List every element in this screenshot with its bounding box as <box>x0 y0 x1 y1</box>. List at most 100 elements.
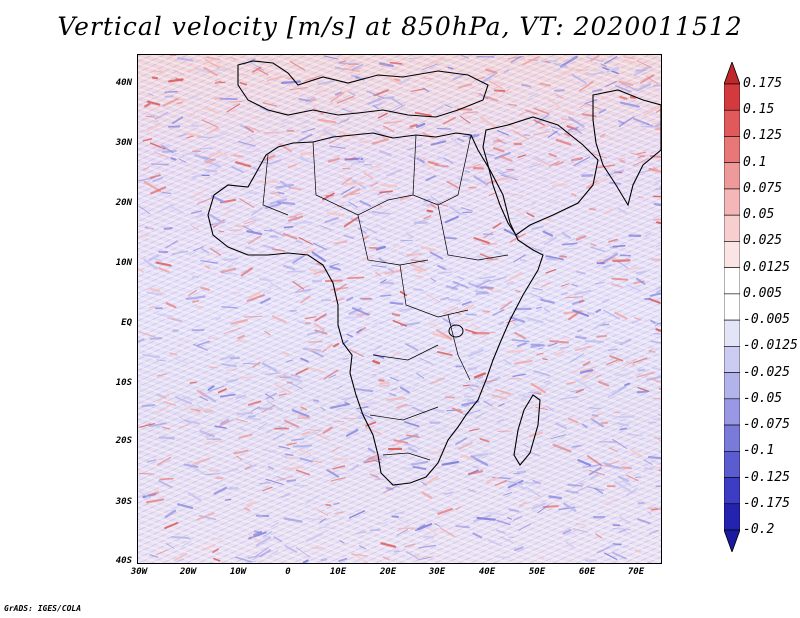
downdraft-streak <box>418 219 430 223</box>
lat-label-20n: 20N <box>115 198 132 208</box>
downdraft-streak <box>605 80 618 87</box>
updraft-streak <box>500 390 515 395</box>
downdraft-streak <box>496 129 510 136</box>
updraft-streak <box>145 498 165 504</box>
colorbar-segment <box>724 241 740 268</box>
downdraft-streak <box>618 528 627 533</box>
downdraft-streak <box>524 450 541 457</box>
downdraft-streak <box>146 291 163 296</box>
updraft-streak <box>444 396 456 399</box>
updraft-streak <box>274 192 284 199</box>
downdraft-streak <box>213 486 228 495</box>
updraft-streak <box>163 401 177 406</box>
updraft-streak <box>599 133 606 138</box>
updraft-streak <box>300 295 311 304</box>
downdraft-streak <box>213 131 229 139</box>
updraft-streak <box>495 388 511 395</box>
updraft-streak <box>217 388 227 394</box>
updraft-streak <box>648 349 656 353</box>
downdraft-streak <box>309 349 324 358</box>
downdraft-streak <box>356 531 367 535</box>
downdraft-streak <box>312 242 327 251</box>
updraft-streak <box>142 138 153 142</box>
updraft-streak <box>539 124 553 129</box>
downdraft-streak <box>367 210 376 216</box>
updraft-streak <box>219 152 228 157</box>
downdraft-streak <box>202 156 214 161</box>
downdraft-streak <box>513 322 520 327</box>
updraft-streak <box>347 276 365 279</box>
downdraft-streak <box>386 549 399 552</box>
lat-label-10s: 10S <box>115 378 132 388</box>
downdraft-streak <box>143 174 159 185</box>
updraft-streak <box>486 258 499 261</box>
downdraft-streak <box>512 373 526 377</box>
downdraft-streak <box>507 479 524 489</box>
updraft-streak <box>427 527 439 536</box>
downdraft-streak <box>399 519 411 525</box>
updraft-streak <box>410 259 426 263</box>
updraft-streak <box>316 509 329 516</box>
downdraft-streak <box>634 476 642 478</box>
downdraft-streak <box>330 221 337 225</box>
downdraft-streak <box>141 404 156 408</box>
downdraft-streak <box>224 498 232 501</box>
downdraft-streak <box>398 78 410 85</box>
downdraft-streak <box>618 116 635 127</box>
updraft-streak <box>281 351 290 356</box>
updraft-streak <box>190 190 205 199</box>
updraft-streak <box>468 470 484 475</box>
downdraft-streak <box>545 319 556 323</box>
updraft-streak <box>155 152 169 158</box>
updraft-streak <box>169 352 178 356</box>
downdraft-streak <box>650 292 661 297</box>
updraft-streak <box>201 544 216 552</box>
updraft-streak <box>162 426 171 430</box>
updraft-streak <box>301 431 311 436</box>
downdraft-streak <box>385 486 394 491</box>
downdraft-streak <box>393 550 401 553</box>
downdraft-streak <box>547 342 558 347</box>
updraft-streak <box>173 69 186 76</box>
updraft-streak <box>554 350 565 356</box>
lat-label-40s: 40S <box>115 556 132 566</box>
updraft-streak <box>606 135 618 142</box>
downdraft-streak <box>532 479 542 485</box>
updraft-streak <box>658 387 661 390</box>
lat-label-40n: 40N <box>115 78 132 88</box>
downdraft-streak <box>138 205 151 215</box>
downdraft-streak <box>563 248 578 250</box>
europe-coastline <box>237 60 489 118</box>
updraft-streak <box>247 235 262 245</box>
downdraft-streak <box>411 406 426 414</box>
updraft-streak <box>206 56 221 61</box>
downdraft-streak <box>463 395 472 398</box>
updraft-streak <box>608 238 618 243</box>
downdraft-streak <box>297 320 308 326</box>
updraft-streak <box>138 423 155 428</box>
updraft-streak <box>536 352 544 356</box>
downdraft-streak <box>340 186 355 195</box>
downdraft-streak <box>458 276 465 280</box>
updraft-streak <box>229 229 243 231</box>
downdraft-streak <box>309 55 315 57</box>
downdraft-streak <box>452 73 466 81</box>
updraft-streak <box>150 107 159 111</box>
updraft-streak <box>139 331 156 338</box>
downdraft-streak <box>183 463 199 469</box>
downdraft-streak <box>338 62 358 65</box>
downdraft-streak <box>603 309 620 320</box>
updraft-streak <box>156 549 168 555</box>
updraft-streak <box>343 216 359 228</box>
downdraft-streak <box>293 221 312 225</box>
downdraft-streak <box>342 357 349 361</box>
downdraft-streak <box>219 471 230 474</box>
downdraft-streak <box>259 482 271 485</box>
downdraft-streak <box>542 230 554 237</box>
downdraft-streak <box>525 486 542 498</box>
updraft-streak <box>363 172 374 180</box>
updraft-streak <box>499 155 513 162</box>
downdraft-streak <box>286 359 294 363</box>
updraft-streak <box>435 202 449 207</box>
updraft-streak <box>427 160 439 166</box>
